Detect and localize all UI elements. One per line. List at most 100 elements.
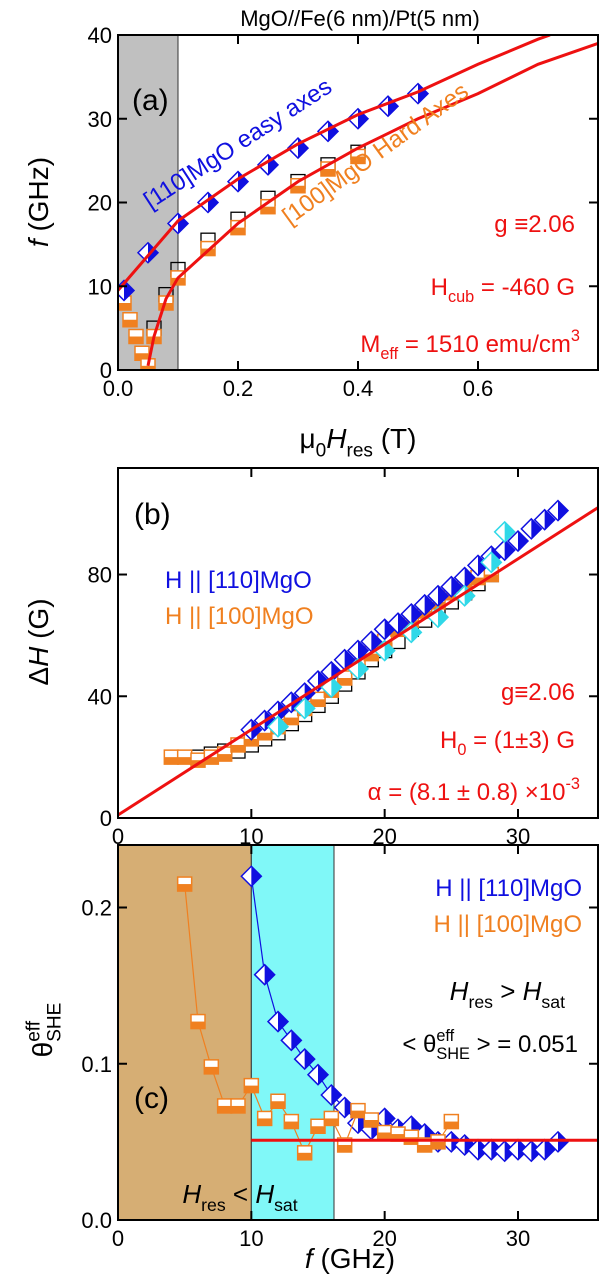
data-point — [296, 1145, 313, 1161]
marker-fill — [337, 678, 352, 685]
marker-fill — [191, 1021, 205, 1029]
data-point — [533, 508, 556, 531]
marker-fill — [321, 169, 335, 176]
legend-entry: H || [110]MgO — [165, 567, 312, 594]
y-tick-label: 40 — [88, 23, 112, 48]
marker-fill — [271, 1101, 285, 1109]
text-part: > — [493, 976, 523, 1006]
data-point — [176, 749, 193, 765]
marker-fill — [478, 555, 488, 576]
marker-fill — [544, 1139, 555, 1160]
plot-frame — [117, 34, 599, 371]
data-point — [333, 648, 356, 671]
text-part: H — [255, 1179, 274, 1209]
fit-line — [146, 41, 598, 367]
text-part: cub — [448, 288, 474, 306]
data-point — [546, 1130, 570, 1153]
y-tick-label: 30 — [88, 107, 112, 132]
marker-fill — [284, 1121, 299, 1129]
plot-area — [118, 499, 598, 817]
text-part: Δ — [23, 667, 54, 686]
x-axis-label: μ0Hres (T) — [300, 423, 417, 461]
data-point — [440, 575, 463, 598]
marker-fill — [518, 531, 528, 552]
marker-fill — [344, 649, 355, 670]
x-tick-label: 0 — [112, 1226, 124, 1251]
data-point — [403, 1129, 420, 1145]
chart-title: MgO//Fe(6 nm)/Pt(5 nm) — [240, 6, 480, 31]
marker-fill — [398, 613, 408, 634]
data-point — [323, 1110, 340, 1127]
marker-fill — [438, 607, 448, 628]
text-part: (a) — [132, 84, 169, 117]
marker-fill — [384, 640, 395, 661]
marker-fill — [451, 576, 462, 597]
marker-fill — [418, 83, 428, 104]
text-part: > = 0.051 — [470, 1031, 578, 1058]
marker-fill — [231, 744, 245, 752]
data-point — [493, 520, 516, 543]
y-tick-label: 0.1 — [81, 1052, 112, 1077]
marker-fill — [278, 701, 288, 722]
marker-fill — [384, 1108, 395, 1129]
text-part: (GHz) — [313, 1243, 395, 1274]
marker-fill — [504, 540, 515, 561]
marker-fill — [159, 303, 173, 310]
text-part: = 1510 emu/cm — [398, 331, 571, 358]
marker-fill — [278, 1011, 288, 1032]
marker-fill — [123, 319, 137, 327]
x-tick-label: 20 — [372, 1226, 396, 1251]
shaded-region — [118, 845, 252, 1220]
data-point — [128, 328, 144, 345]
data-point — [176, 876, 193, 892]
data-point — [350, 1102, 366, 1119]
marker-fill — [244, 1085, 259, 1093]
annotation: α = (8.1 ± 0.8) ×10-3 — [368, 775, 580, 806]
text-part: H — [431, 274, 448, 301]
text-part: res — [468, 992, 493, 1012]
y-tick-label: 0 — [100, 358, 112, 383]
x-tick-label: 0.2 — [223, 376, 254, 401]
marker-fill — [311, 699, 325, 707]
data-point — [230, 1098, 246, 1114]
text-part: M — [360, 331, 380, 358]
annotation: g≡2.06 — [501, 679, 575, 706]
data-point — [386, 612, 410, 635]
text-part: g≡2.06 — [501, 679, 575, 706]
annotation: Hcub = -460 G — [431, 274, 575, 306]
x-tick-label: 0.6 — [463, 376, 494, 401]
legend-entry: H || [110]MgO — [435, 875, 582, 902]
marker-fill — [164, 757, 179, 765]
data-point — [293, 1048, 316, 1071]
y-tick-label: 20 — [88, 191, 112, 216]
text-part: SHE — [44, 1003, 65, 1042]
marker-fill — [278, 716, 288, 737]
data-point — [443, 1113, 460, 1130]
data-point — [506, 1138, 530, 1161]
data-point — [480, 551, 503, 574]
fit-line — [118, 506, 598, 817]
marker-fill — [451, 1131, 462, 1152]
data-point — [230, 219, 246, 236]
data-point — [203, 1059, 220, 1075]
marker-fill — [129, 336, 143, 344]
marker-fill — [384, 619, 395, 640]
legend-entry: H || [100]MgO — [165, 603, 314, 630]
text-part: (GHz) — [23, 157, 54, 239]
plot-frame — [117, 844, 599, 1221]
text-part: SHE — [436, 1045, 470, 1063]
data-point — [493, 539, 516, 562]
marker-fill — [141, 365, 155, 370]
marker-fill — [264, 964, 275, 985]
marker-fill — [377, 1132, 392, 1140]
y-tick-label: 0.2 — [81, 896, 112, 921]
marker-fill — [438, 585, 448, 606]
y-axis-label: f (GHz) — [23, 157, 54, 247]
text-part: H — [182, 1179, 201, 1209]
data-point — [546, 499, 570, 522]
text-part: H — [523, 976, 542, 1006]
marker-fill — [531, 518, 542, 539]
marker-fill — [491, 552, 502, 573]
marker-fill — [171, 277, 185, 285]
